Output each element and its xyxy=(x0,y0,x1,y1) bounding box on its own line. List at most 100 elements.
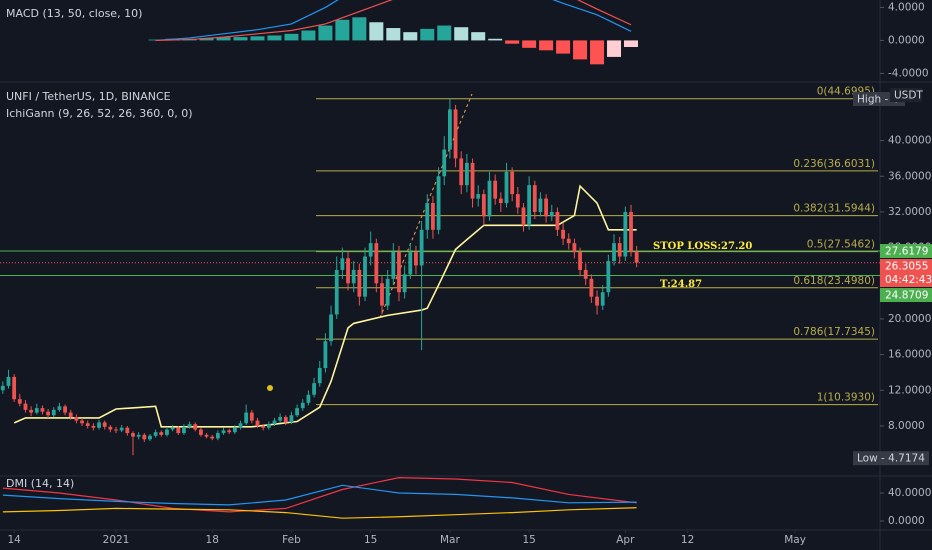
indicator-line xyxy=(155,0,632,42)
candle-body xyxy=(510,171,515,195)
price-box xyxy=(880,288,932,303)
fib-label: 0.236(36.6031) xyxy=(793,158,875,170)
macd-histogram-bar xyxy=(505,40,520,44)
y-tick-label: 12.0000 xyxy=(888,384,931,396)
indicator-line xyxy=(2,484,637,506)
y-tick-label: 4.0000 xyxy=(888,1,925,13)
x-tick-label: Mar xyxy=(440,534,460,546)
macd-histogram-bar xyxy=(267,35,282,41)
candle-body xyxy=(583,269,588,279)
candle-body xyxy=(210,436,215,439)
candle-body xyxy=(425,203,430,230)
candle-body xyxy=(300,402,305,409)
candle-body xyxy=(612,243,616,261)
candle-body xyxy=(391,252,396,279)
candle-body xyxy=(74,417,79,421)
candle-body xyxy=(29,409,34,413)
candle-body xyxy=(578,252,582,270)
candle-body xyxy=(261,425,266,428)
y-tick-label: 20.0000 xyxy=(888,313,931,325)
candle-body xyxy=(80,420,84,424)
currency-box xyxy=(890,88,922,102)
candle-body xyxy=(397,252,401,293)
signal-dot xyxy=(267,385,273,391)
candle-body xyxy=(312,383,316,395)
candle-body xyxy=(142,434,147,440)
candle-body xyxy=(283,417,288,423)
candle-body xyxy=(634,252,639,263)
low-box xyxy=(853,451,929,466)
candle-body xyxy=(629,211,633,253)
dmi-pane xyxy=(2,477,637,519)
candle-body xyxy=(363,256,367,297)
fib-label: 0.786(17.7345) xyxy=(793,326,875,338)
candle-body xyxy=(102,422,107,427)
candle-body xyxy=(453,109,458,159)
candle-body xyxy=(385,278,390,306)
candle-body xyxy=(46,411,51,416)
chart-title: UNFI / TetherUS, 1D, BINANCE xyxy=(6,90,171,103)
candle-body xyxy=(561,229,565,239)
candle-body xyxy=(244,412,249,424)
candle-body xyxy=(623,211,628,257)
candle-body xyxy=(57,406,62,410)
candle-body xyxy=(136,434,141,437)
candle-body xyxy=(6,376,11,386)
currency-label: USDT xyxy=(894,90,923,102)
candle-body xyxy=(329,314,333,342)
x-tick-label: Apr xyxy=(616,534,635,546)
indicator-line xyxy=(2,477,637,513)
candle-body xyxy=(272,420,277,425)
candle-body xyxy=(374,243,379,284)
macd-pane xyxy=(148,0,638,65)
candle-body xyxy=(221,430,226,434)
candle-body xyxy=(12,376,17,400)
candle-body xyxy=(346,258,350,284)
macd-histogram-bar xyxy=(216,37,231,41)
candle-body xyxy=(170,427,175,430)
candle-body xyxy=(368,243,373,257)
candle-body xyxy=(334,269,339,315)
macd-histogram-bar xyxy=(488,38,503,41)
candle-body xyxy=(317,367,322,384)
candle-body xyxy=(249,412,254,421)
candle-body xyxy=(63,406,67,413)
candle-body xyxy=(148,435,152,440)
price-pane: 0(44.6995)0.236(36.6031)0.382(31.5944)0.… xyxy=(0,86,880,456)
y-tick-label: 40.0000 xyxy=(888,487,931,499)
candle-body xyxy=(295,408,300,416)
indicator-label: IchiGann (9, 26, 52, 26, 360, 0, 0) xyxy=(6,107,193,120)
price-box-label: 24.8709 xyxy=(885,290,928,302)
price-box xyxy=(880,244,932,259)
candle-body xyxy=(153,432,158,436)
macd-histogram-bar xyxy=(335,19,350,41)
macd-histogram-bar xyxy=(471,32,486,41)
candle-body xyxy=(595,296,599,306)
candle-body xyxy=(114,429,118,431)
y-tick-label: 36.0000 xyxy=(888,170,931,182)
candle-body xyxy=(351,269,356,284)
candle-body xyxy=(442,149,447,177)
macd-histogram-bar xyxy=(250,36,265,41)
y-tick-label: -4.0000 xyxy=(888,67,929,79)
y-tick-label: 0.0000 xyxy=(888,515,925,527)
macd-histogram-bar xyxy=(301,30,316,41)
price-box-label: 27.6179 xyxy=(885,246,928,258)
candle-body xyxy=(323,341,328,368)
candle-body xyxy=(165,429,169,435)
candle-body xyxy=(125,427,130,434)
candle-body xyxy=(572,243,577,253)
candle-body xyxy=(68,412,73,418)
candle-body xyxy=(515,194,520,208)
candle-body xyxy=(544,198,549,217)
candle-body xyxy=(215,433,220,439)
y-tick-label: 32.0000 xyxy=(888,206,931,218)
candle-body xyxy=(227,430,232,433)
y-tick-label: 40.0000 xyxy=(888,135,931,147)
candle-body xyxy=(481,194,486,217)
indicator-line xyxy=(2,507,637,519)
indicator-line xyxy=(155,0,632,42)
x-tick-label: 14 xyxy=(7,534,21,546)
macd-histogram-bar xyxy=(437,25,452,41)
